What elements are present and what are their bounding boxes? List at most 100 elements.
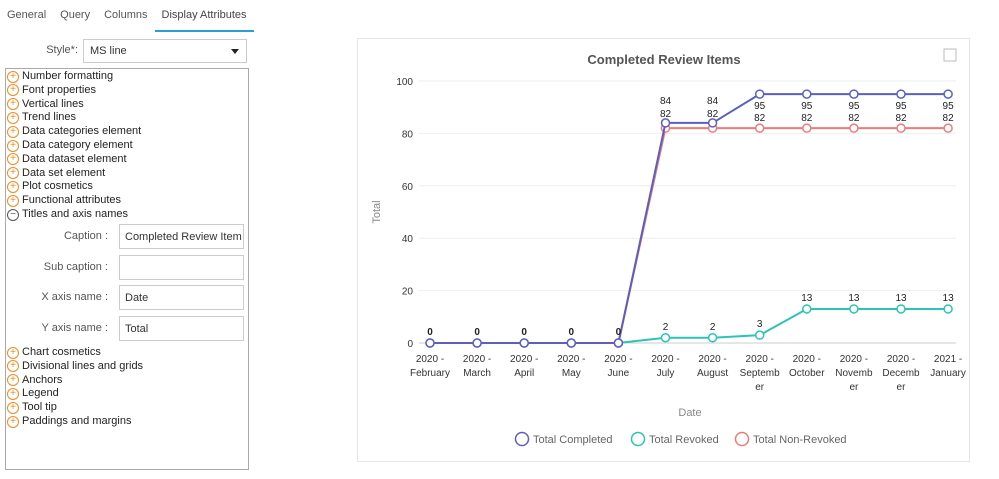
section-b4[interactable]: + Tool tip bbox=[7, 401, 57, 414]
menu-icon[interactable] bbox=[943, 48, 957, 62]
section-b5[interactable]: + Paddings and margins bbox=[7, 415, 131, 428]
expand-icon[interactable]: + bbox=[7, 194, 19, 207]
section-label: Divisional lines and grids bbox=[22, 359, 144, 372]
expand-icon[interactable]: + bbox=[7, 415, 19, 428]
section-7[interactable]: + Data set element bbox=[7, 167, 105, 180]
expand-icon[interactable]: + bbox=[7, 360, 19, 373]
legend-marker-icon bbox=[734, 431, 750, 447]
data-point[interactable] bbox=[802, 123, 812, 133]
data-point[interactable] bbox=[849, 304, 859, 314]
data-point[interactable] bbox=[896, 123, 906, 133]
legend-item[interactable]: Total Completed bbox=[514, 431, 613, 447]
x-tick-label: 2020 - bbox=[793, 354, 821, 365]
section-2[interactable]: + Vertical lines bbox=[7, 98, 84, 111]
expand-icon[interactable]: + bbox=[7, 111, 19, 124]
section-8[interactable]: + Plot cosmetics bbox=[7, 180, 93, 193]
tab-columns[interactable]: Columns bbox=[104, 9, 148, 21]
expand-icon[interactable]: + bbox=[7, 167, 19, 180]
tab-display-attributes[interactable]: Display Attributes bbox=[154, 0, 254, 32]
data-label: 0 bbox=[616, 327, 622, 338]
data-point[interactable] bbox=[707, 118, 718, 128]
data-point[interactable] bbox=[943, 89, 953, 99]
data-label: 13 bbox=[801, 293, 813, 304]
tab-general[interactable]: General bbox=[7, 9, 47, 21]
data-point[interactable] bbox=[849, 123, 859, 133]
expand-icon[interactable]: + bbox=[7, 84, 19, 97]
data-point[interactable] bbox=[566, 338, 577, 348]
section-label: Font properties bbox=[22, 83, 96, 96]
tab-query[interactable]: Query bbox=[60, 9, 91, 21]
series-line bbox=[430, 93, 949, 344]
legend-item[interactable]: Total Revoked bbox=[630, 431, 719, 447]
expand-icon[interactable]: + bbox=[7, 180, 19, 193]
section-label: Titles and axis names bbox=[22, 208, 128, 220]
x-tick-label: Decemb bbox=[882, 368, 920, 379]
x-tick-label: 2020 - bbox=[746, 354, 774, 365]
section-b0[interactable]: + Chart cosmetics bbox=[7, 346, 101, 359]
chart-title: Completed Review Items bbox=[587, 52, 740, 67]
y-tick-label: 0 bbox=[407, 339, 413, 350]
data-point[interactable] bbox=[472, 338, 482, 348]
section-1[interactable]: + Font properties bbox=[7, 84, 96, 97]
field-input[interactable]: Date bbox=[119, 285, 244, 310]
data-point[interactable] bbox=[802, 89, 812, 99]
section-titles[interactable]: − Titles and axis names bbox=[7, 208, 128, 221]
field-input[interactable]: Total bbox=[119, 316, 244, 341]
field-input[interactable] bbox=[119, 255, 244, 280]
data-point[interactable] bbox=[613, 338, 624, 348]
data-point[interactable] bbox=[943, 123, 953, 133]
data-label: 2 bbox=[663, 322, 669, 333]
data-point[interactable] bbox=[849, 89, 859, 99]
legend-item[interactable]: Total Non-Revoked bbox=[734, 431, 847, 447]
section-5[interactable]: + Data category element bbox=[7, 139, 133, 152]
x-tick-label: January bbox=[930, 368, 966, 379]
section-4[interactable]: + Data categories element bbox=[7, 125, 141, 138]
section-label: Trend lines bbox=[22, 111, 77, 124]
data-point[interactable] bbox=[754, 330, 765, 340]
data-point[interactable] bbox=[707, 333, 718, 343]
section-0[interactable]: + Number formatting bbox=[7, 70, 113, 83]
data-label: 0 bbox=[569, 327, 575, 338]
data-point[interactable] bbox=[896, 304, 906, 314]
section-b2[interactable]: + Anchors bbox=[7, 374, 62, 387]
section-6[interactable]: + Data dataset element bbox=[7, 153, 127, 166]
section-label: Tool tip bbox=[22, 401, 57, 414]
section-3[interactable]: + Trend lines bbox=[7, 111, 76, 124]
expand-icon[interactable]: + bbox=[7, 125, 19, 138]
data-point[interactable] bbox=[425, 338, 435, 348]
expand-icon[interactable]: + bbox=[7, 401, 19, 414]
legend-marker-icon bbox=[630, 431, 646, 447]
x-tick-label: er bbox=[897, 382, 907, 393]
data-point[interactable] bbox=[754, 89, 765, 99]
data-point[interactable] bbox=[802, 304, 812, 314]
data-label: 0 bbox=[521, 327, 527, 338]
expand-icon[interactable]: + bbox=[7, 387, 19, 400]
field-input[interactable]: Completed Review Item bbox=[119, 224, 244, 249]
legend-label: Total Non-Revoked bbox=[753, 434, 847, 446]
data-point[interactable] bbox=[519, 338, 529, 348]
data-point[interactable] bbox=[660, 118, 671, 128]
section-b1[interactable]: + Divisional lines and grids bbox=[7, 360, 143, 373]
expand-icon[interactable]: + bbox=[7, 98, 19, 111]
data-point[interactable] bbox=[943, 304, 953, 314]
section-b3[interactable]: + Legend bbox=[7, 387, 59, 400]
data-point[interactable] bbox=[896, 89, 906, 99]
x-tick-label: 2021 - bbox=[934, 354, 962, 365]
expand-icon[interactable]: + bbox=[7, 346, 19, 359]
data-point[interactable] bbox=[660, 333, 671, 343]
x-tick-label: Septemb bbox=[740, 368, 780, 379]
field-label: X axis name : bbox=[41, 291, 108, 303]
section-label: Data set element bbox=[22, 166, 106, 179]
data-point[interactable] bbox=[754, 123, 765, 133]
data-label: 82 bbox=[660, 109, 672, 120]
expand-icon[interactable]: + bbox=[7, 70, 19, 83]
section-label: Chart cosmetics bbox=[22, 346, 101, 358]
style-select[interactable]: MS line bbox=[83, 39, 247, 63]
x-tick-label: August bbox=[697, 368, 728, 379]
expand-icon[interactable]: + bbox=[7, 153, 19, 166]
section-9[interactable]: + Functional attributes bbox=[7, 194, 121, 207]
expand-icon[interactable]: + bbox=[7, 139, 19, 152]
expand-icon[interactable]: + bbox=[7, 374, 19, 387]
collapse-icon[interactable]: − bbox=[7, 208, 19, 221]
y-tick-label: 80 bbox=[402, 129, 414, 140]
